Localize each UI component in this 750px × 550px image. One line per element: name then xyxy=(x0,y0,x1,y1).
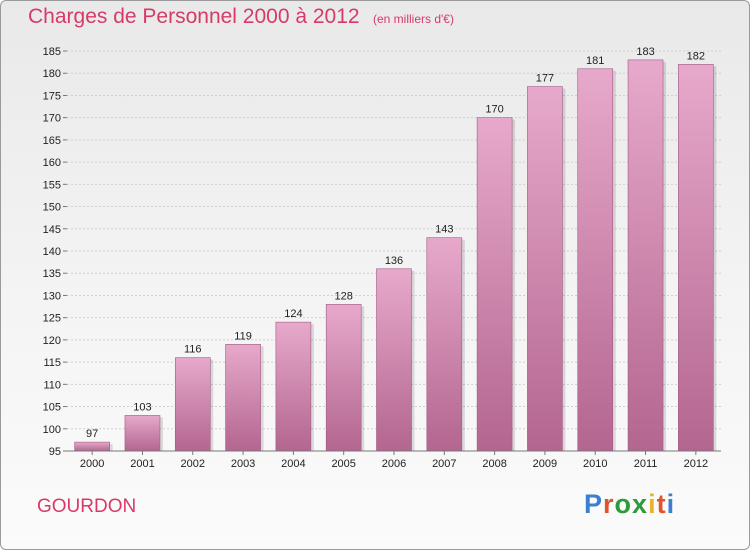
bar-2000 xyxy=(74,441,110,452)
y-tick-label: 150 xyxy=(43,202,61,214)
x-tick-label-2000: 2000 xyxy=(80,458,104,470)
bars xyxy=(74,59,717,452)
y-tick-label: 120 xyxy=(43,335,61,347)
logo-letter: r xyxy=(603,489,615,519)
x-tick-label-2003: 2003 xyxy=(231,458,255,470)
logo-letter: o xyxy=(614,489,633,519)
bar-2010 xyxy=(577,68,614,452)
bar-2009 xyxy=(527,86,563,452)
bar-2012 xyxy=(678,64,714,452)
x-tick-label-2008: 2008 xyxy=(482,458,506,470)
x-tick-label-2006: 2006 xyxy=(382,458,406,470)
logo-letter: P xyxy=(584,489,604,519)
y-tick-label: 95 xyxy=(49,446,61,458)
bar-value-label-2010: 181 xyxy=(586,55,604,67)
bar-value-label-2004: 124 xyxy=(284,308,302,320)
x-tick-label-2011: 2011 xyxy=(634,458,658,470)
bar-2004 xyxy=(275,321,312,452)
logo-letter: t xyxy=(656,489,667,519)
y-tick-label: 135 xyxy=(43,268,61,280)
y-tick-label: 180 xyxy=(43,68,61,80)
y-tick-label: 170 xyxy=(43,113,61,125)
y-tick-label: 145 xyxy=(43,224,61,236)
bar-value-label-2005: 128 xyxy=(335,290,353,302)
bar-2007 xyxy=(426,237,463,452)
y-tick-label: 125 xyxy=(43,313,61,325)
bar-value-label-2012: 182 xyxy=(687,50,705,62)
bar-value-label-2009: 177 xyxy=(536,73,554,85)
chart-subtitle: (en milliers d'€) xyxy=(373,12,454,26)
town-name: GOURDON xyxy=(37,496,137,517)
y-tick-label: 175 xyxy=(43,90,61,102)
y-tick-label: 130 xyxy=(43,290,61,302)
x-tick-label-2005: 2005 xyxy=(331,458,355,470)
proxiti-logo: Proxiti xyxy=(584,489,675,520)
bar-value-label-2011: 183 xyxy=(636,46,654,58)
y-tick-label: 105 xyxy=(43,402,61,414)
bar-2002 xyxy=(174,357,211,452)
bar-value-label-2002: 116 xyxy=(184,344,202,356)
logo-letter: x xyxy=(632,489,649,519)
bar-value-labels: 97 103 116 119 124 128 136 143 170 177 181 183 182 xyxy=(86,46,705,440)
bar-2008 xyxy=(476,117,513,452)
bar-value-label-2000: 97 xyxy=(86,428,98,440)
bar-value-label-2007: 143 xyxy=(435,224,453,236)
y-axis-ticks: 95 100 105 110 115 120 125 130 135 140 145 150 155 16… xyxy=(43,46,67,458)
bar-2005 xyxy=(325,304,362,452)
bar-2001 xyxy=(124,415,161,452)
bar-2006 xyxy=(376,268,412,452)
bar-value-label-2006: 136 xyxy=(385,255,403,267)
chart-title: Charges de Personnel 2000 à 2012 xyxy=(28,5,360,28)
x-tick-label-2001: 2001 xyxy=(130,458,154,470)
y-tick-label: 165 xyxy=(43,135,61,147)
bar-value-label-2008: 170 xyxy=(485,104,503,116)
logo-letter: i xyxy=(666,489,676,519)
y-tick-label: 100 xyxy=(43,424,61,436)
y-tick-label: 185 xyxy=(43,46,61,58)
x-axis-ticks: 2000 2001 2002 2003 2004 2005 2006 2007 2008 2009… xyxy=(80,451,708,470)
bar-2003 xyxy=(225,344,261,452)
x-tick-label-2004: 2004 xyxy=(281,458,305,470)
x-tick-label-2007: 2007 xyxy=(432,458,456,470)
y-tick-label: 160 xyxy=(43,157,61,169)
x-tick-label-2012: 2012 xyxy=(684,458,708,470)
logo-letter: i xyxy=(648,489,657,519)
y-tick-label: 140 xyxy=(43,246,61,258)
y-tick-label: 115 xyxy=(43,357,61,369)
x-tick-label-2002: 2002 xyxy=(181,458,205,470)
bar-2011 xyxy=(627,59,664,452)
x-tick-label-2010: 2010 xyxy=(583,458,607,470)
y-tick-label: 155 xyxy=(43,179,61,191)
bar-value-label-2003: 119 xyxy=(234,330,252,342)
y-tick-label: 110 xyxy=(43,379,61,391)
x-tick-label-2009: 2009 xyxy=(533,458,557,470)
bar-value-label-2001: 103 xyxy=(133,401,151,413)
